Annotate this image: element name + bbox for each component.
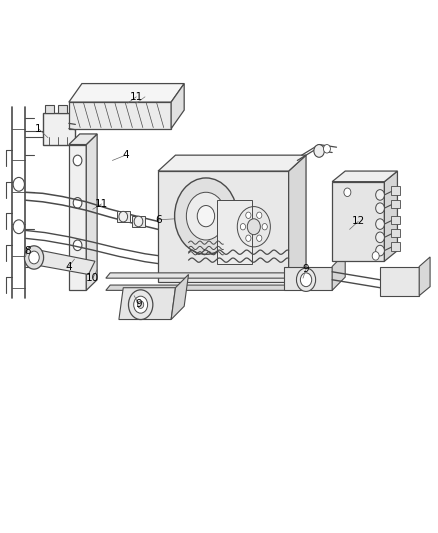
Circle shape [262, 223, 267, 230]
Circle shape [134, 296, 148, 313]
Bar [217, 200, 252, 264]
Bar [117, 212, 130, 222]
Polygon shape [30, 249, 95, 274]
Text: 8: 8 [24, 246, 31, 256]
Circle shape [13, 177, 25, 191]
Polygon shape [171, 274, 188, 319]
Polygon shape [106, 273, 323, 278]
Circle shape [376, 245, 385, 256]
Polygon shape [158, 171, 289, 282]
Bar [391, 187, 399, 195]
Circle shape [246, 212, 251, 219]
Text: 6: 6 [155, 215, 161, 225]
Circle shape [128, 290, 153, 319]
Text: 10: 10 [86, 273, 99, 283]
Circle shape [13, 220, 25, 233]
Polygon shape [289, 155, 306, 282]
Text: 9: 9 [135, 298, 142, 309]
Text: 11: 11 [95, 199, 108, 209]
Polygon shape [86, 134, 97, 290]
Polygon shape [69, 84, 184, 102]
Polygon shape [332, 253, 345, 290]
Polygon shape [69, 134, 97, 144]
Circle shape [240, 223, 246, 230]
Circle shape [257, 212, 262, 219]
Circle shape [314, 144, 324, 157]
Circle shape [376, 203, 385, 214]
Text: 4: 4 [66, 262, 72, 271]
Circle shape [73, 240, 82, 251]
Bar [391, 200, 399, 208]
Circle shape [376, 190, 385, 200]
Bar [43, 113, 75, 144]
Circle shape [119, 212, 127, 222]
Circle shape [376, 219, 385, 229]
Circle shape [73, 198, 82, 208]
Polygon shape [119, 288, 176, 319]
Text: 11: 11 [130, 92, 143, 102]
Circle shape [376, 232, 385, 243]
Bar [391, 216, 399, 224]
Circle shape [186, 192, 226, 240]
Polygon shape [385, 171, 397, 261]
Bar [391, 229, 399, 237]
Polygon shape [332, 182, 385, 261]
Polygon shape [284, 266, 332, 290]
Text: 4: 4 [122, 150, 129, 160]
Circle shape [372, 252, 379, 260]
Circle shape [197, 206, 215, 227]
Polygon shape [106, 285, 323, 290]
Polygon shape [158, 155, 306, 171]
Polygon shape [332, 171, 397, 182]
Bar [58, 105, 67, 113]
Circle shape [138, 301, 144, 309]
Text: 9: 9 [303, 264, 309, 274]
Circle shape [73, 155, 82, 166]
Circle shape [323, 144, 330, 153]
Polygon shape [319, 273, 323, 290]
Circle shape [134, 216, 143, 227]
Polygon shape [419, 257, 430, 296]
Circle shape [25, 246, 44, 269]
Circle shape [247, 219, 260, 235]
Text: 12: 12 [352, 216, 365, 227]
Text: 1: 1 [35, 124, 42, 134]
Circle shape [29, 251, 39, 264]
Circle shape [257, 235, 262, 241]
Circle shape [175, 178, 237, 254]
Bar [391, 242, 399, 251]
Polygon shape [171, 84, 184, 128]
Polygon shape [69, 144, 86, 290]
Circle shape [246, 235, 251, 241]
Polygon shape [69, 102, 171, 128]
Bar [45, 105, 53, 113]
Circle shape [300, 273, 312, 287]
Circle shape [344, 188, 351, 197]
Circle shape [297, 268, 316, 292]
Polygon shape [380, 266, 419, 296]
Bar [132, 216, 145, 227]
